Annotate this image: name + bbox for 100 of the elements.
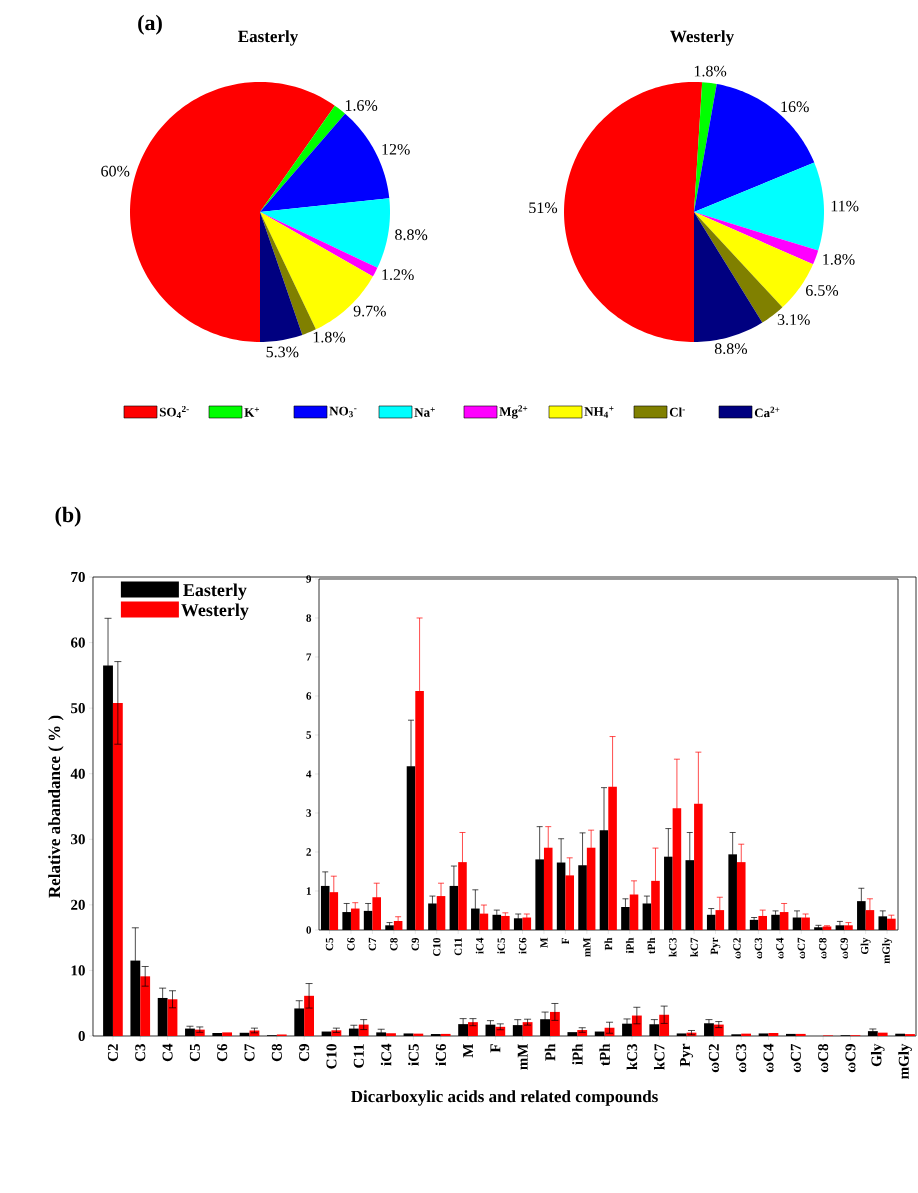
x-tick-label: ωC4 [763,1043,774,1073]
x-tick-label: ωC4 [776,937,784,959]
bar [386,1033,396,1036]
y-tick-label: 1 [306,887,311,895]
bar [458,862,467,930]
x-tick-label: C8 [390,937,398,951]
x-tick-label: Pyr [710,937,721,955]
data-label: 6.5% [806,284,839,296]
x-tick-label: C10 [326,1044,337,1069]
x-tick-label: kC3 [626,1044,638,1070]
data-label: 1.8% [823,253,855,265]
x-tick-label: C8 [271,1044,282,1062]
bar [140,976,151,1036]
y-tick-label: 10 [71,965,85,976]
bar [329,892,339,930]
bar [713,1024,724,1036]
x-tick-label: mGly [898,1043,912,1079]
y-tick-label: 5 [306,731,312,739]
x-tick-label: Gly [860,937,871,955]
x-tick-label: C6 [347,937,355,951]
x-tick-label: iC4 [475,937,484,954]
bar [112,702,123,1036]
x-tick-label: C5 [325,937,334,951]
data-label: 1.6% [345,100,378,111]
data-label: 9.7% [353,305,386,317]
y-tick-label: 8 [306,614,312,622]
x-axis-title: Dicarboxylic acids and related compounds [351,1090,658,1106]
y-tick-label: 7 [306,653,312,661]
bar [659,1014,670,1036]
x-tick-label: C11 [353,1044,364,1068]
y-axis-title: Relative abandance ( % ) [48,715,64,898]
x-tick-label: F [490,1044,501,1053]
legend-label: K$^{+}$ [244,407,260,417]
data-label: 8.8% [714,343,748,355]
x-tick-label: M [463,1043,473,1058]
y-tick-label: 3 [306,809,312,817]
bar [501,915,510,930]
y-tick-label: 2 [306,848,311,856]
x-tick-label: C11 [454,938,462,956]
x-tick-label: C9 [299,1044,310,1062]
x-tick-label: iPh [572,1043,583,1065]
x-tick-label: M [540,937,548,948]
bar [758,915,767,930]
x-tick-label: ωC8 [818,1044,829,1073]
legend-label: Cl$^{-}$ [669,407,685,417]
bar [768,1032,779,1036]
bar [549,1011,560,1036]
x-tick-label: Pyr [680,1043,694,1067]
bar [608,786,617,930]
bar [565,875,574,930]
bar [694,803,703,930]
bar [304,995,314,1036]
bar [167,999,178,1036]
x-tick-label: C9 [411,937,419,951]
data-label: 3.1% [777,314,810,326]
y-tick-label: 9 [306,575,312,583]
bar [415,690,424,930]
x-tick-label: ωC9 [845,1044,856,1073]
y-tick-label: 60 [70,637,85,648]
x-tick-label: mGly [882,937,893,964]
bar [795,1033,806,1036]
data-label: 1.8% [313,331,346,343]
y-tick-label: 20 [71,899,85,910]
x-tick-label: C7 [368,937,377,951]
bar [651,880,660,930]
x-tick-label: kC7 [653,1043,665,1070]
bar [468,1022,478,1036]
x-tick-label: ωC9 [840,937,848,959]
bar [736,862,746,930]
x-tick-label: iC6 [518,937,527,954]
bar [372,897,381,930]
x-tick-label: C5 [189,1044,200,1062]
legend-label: Mg$^{2+}$ [499,405,528,419]
x-tick-label: ωC2 [733,938,741,959]
x-tick-label: kC7 [690,937,698,957]
y-tick-label: 4 [306,770,312,778]
y-tick-label: 50 [71,703,85,714]
x-tick-label: C10 [433,937,441,956]
x-tick-label: mM [517,1043,528,1070]
x-tick-label: ωC7 [797,937,805,959]
x-tick-label: kC3 [668,937,677,957]
y-tick-label: 0 [306,926,312,934]
x-tick-label: iC5 [408,1044,419,1066]
x-tick-label: iPh [625,937,634,954]
bar [440,1033,451,1036]
data-label: 8.8% [395,229,428,241]
x-tick-label: F [561,938,570,945]
bar [222,1032,233,1036]
legend-label: Westerly [181,603,249,620]
x-tick-label: Gly [870,1043,885,1067]
data-label: 5.3% [266,346,299,358]
x-tick-label: C6 [217,1043,228,1062]
x-tick-label: ωC8 [819,937,827,959]
bar [631,1015,642,1036]
y-tick-label: 70 [71,571,85,583]
bar [586,847,596,930]
data-label: 16% [781,101,809,113]
data-label: 51% [529,202,558,214]
data-label: 11% [831,200,859,212]
x-tick-label: ωC3 [736,1044,747,1073]
